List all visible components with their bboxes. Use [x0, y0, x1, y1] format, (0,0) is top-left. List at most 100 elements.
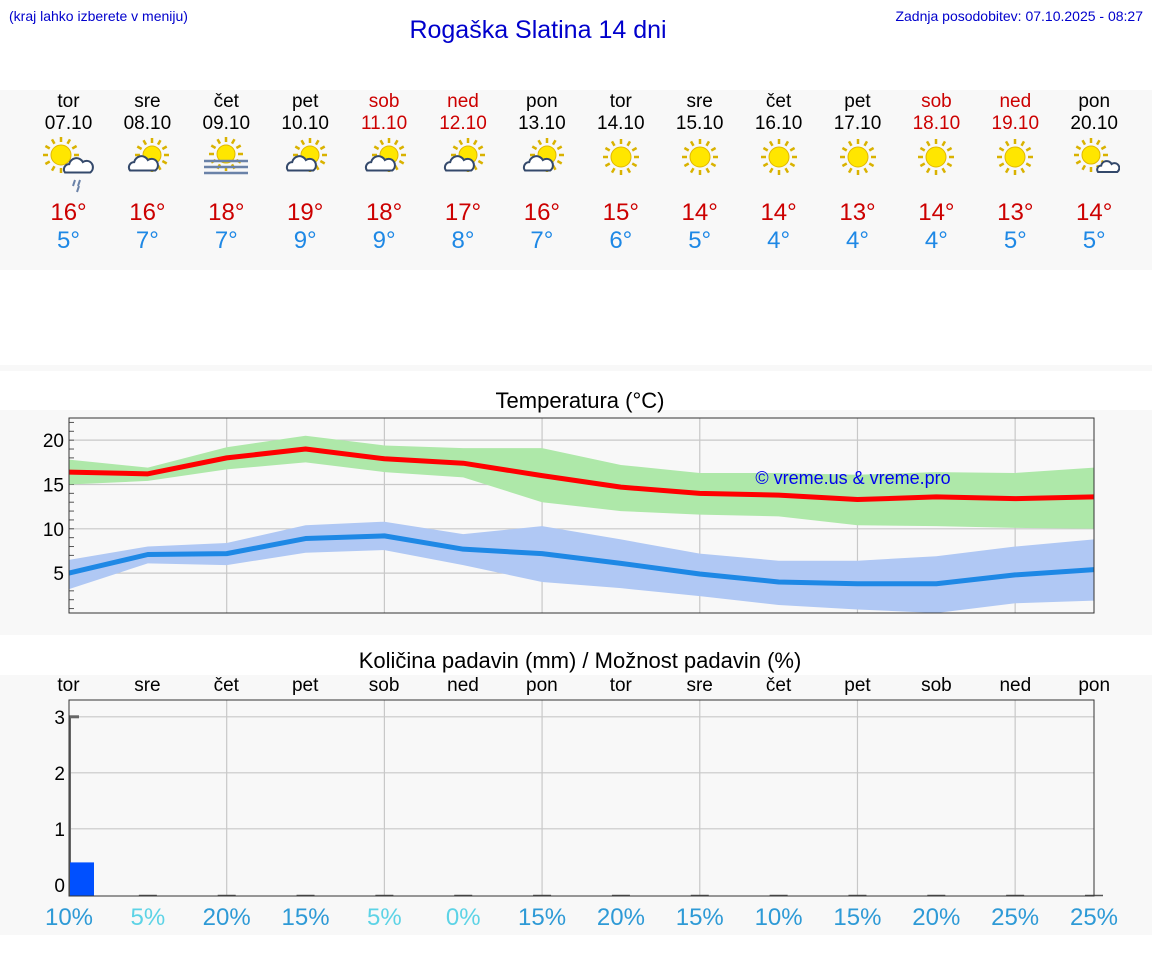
- min-temperature: 4°: [924, 227, 948, 254]
- sun-cloud-icon: [443, 138, 485, 172]
- day-date: 08.10: [123, 113, 172, 134]
- min-temperature: 9°: [293, 227, 317, 254]
- precipitation-day-label: pon: [1078, 675, 1111, 696]
- day-name: pet: [291, 91, 319, 112]
- min-temperature: 7°: [530, 227, 554, 254]
- precipitation-probability: 0%: [445, 904, 481, 931]
- precipitation-day-label: čet: [765, 675, 792, 696]
- precipitation-probability: 25%: [991, 904, 1040, 931]
- y-tick-label: 0: [54, 876, 65, 897]
- precipitation-day-label: ned: [999, 675, 1032, 696]
- sun-icon: [760, 139, 797, 175]
- day-date: 13.10: [518, 113, 566, 134]
- day-name: sob: [368, 91, 400, 112]
- precipitation-probability: 20%: [596, 904, 645, 931]
- day-date: 12.10: [439, 113, 487, 134]
- sun-icon: [681, 139, 718, 175]
- precipitation-probability: 5%: [130, 904, 166, 931]
- sun-cloud-icon: [128, 138, 170, 172]
- day-name: sob: [921, 91, 952, 112]
- sun-icon: [918, 139, 955, 175]
- precipitation-probability: 10%: [754, 904, 803, 931]
- min-temperature-line: [68, 533, 1095, 587]
- day-name: tor: [57, 91, 80, 112]
- precipitation-chart-title: Količina padavin (mm) / Možnost padavin …: [358, 648, 802, 673]
- max-temperature: 16°: [523, 199, 561, 226]
- min-temperature: 7°: [214, 227, 238, 254]
- sun-fog-icon: [204, 137, 249, 175]
- sun-icon: [839, 139, 876, 175]
- min-temperature: 8°: [451, 227, 475, 254]
- y-tick-label: 15: [43, 475, 64, 496]
- y-tick-label: 1: [54, 820, 65, 841]
- precipitation-day-label: pon: [526, 675, 558, 696]
- precipitation-day-label: ned: [447, 675, 479, 696]
- day-date: 09.10: [202, 113, 251, 134]
- y-tick-label: 20: [43, 431, 64, 452]
- sun-cloud-rain-icon: [42, 137, 94, 193]
- min-temperature: 9°: [372, 227, 396, 254]
- max-temperature: 16°: [50, 199, 87, 226]
- precipitation-day-label: čet: [213, 675, 239, 696]
- precipitation-day-label: sob: [921, 675, 952, 696]
- day-name: pon: [1078, 91, 1111, 112]
- last-updated: Zadnja posodobitev: 07.10.2025 - 08:27: [895, 8, 1143, 24]
- max-temperature: 18°: [208, 199, 245, 226]
- max-temperature: 16°: [129, 199, 166, 226]
- day-name: pet: [844, 91, 871, 112]
- day-name: sre: [686, 91, 713, 112]
- max-temperature: 15°: [602, 199, 639, 226]
- min_range-band: [69, 521, 1094, 613]
- divider: [0, 365, 1152, 371]
- day-date: 07.10: [44, 113, 93, 134]
- precipitation-day-label: sre: [686, 675, 713, 696]
- precipitation-probability: 15%: [281, 904, 330, 931]
- min-temperature: 5°: [1003, 227, 1027, 254]
- location-menu-hint: (kraj lahko izberete v meniju): [9, 8, 188, 24]
- sun-icon: [997, 139, 1034, 175]
- day-date: 18.10: [912, 113, 961, 134]
- max-temperature: 14°: [1076, 199, 1113, 226]
- min-temperature: 6°: [609, 227, 633, 254]
- max-temperature: 17°: [444, 199, 482, 226]
- precipitation-day-label: pet: [844, 675, 871, 696]
- day-date: 20.10: [1070, 113, 1118, 134]
- watermark: © vreme.us & vreme.pro: [755, 468, 950, 488]
- precipitation-plot-border: [68, 699, 1095, 897]
- y-tick-label: 5: [53, 564, 64, 585]
- max-temperature: 14°: [760, 199, 797, 226]
- precipitation-probability: 25%: [1069, 904, 1119, 931]
- max-temperature: 14°: [918, 199, 955, 226]
- day-date: 10.10: [281, 113, 329, 134]
- day-date: 14.10: [597, 113, 645, 134]
- max-temperature: 18°: [365, 199, 403, 226]
- day-name: čet: [765, 91, 792, 112]
- precipitation-day-label: tor: [609, 675, 632, 696]
- min-temperature: 7°: [135, 227, 159, 254]
- day-date: 11.10: [361, 113, 408, 134]
- day-date: 15.10: [675, 113, 724, 134]
- max-temperature: 19°: [287, 199, 324, 226]
- max-temperature: 13°: [839, 199, 876, 226]
- precipitation-plot-area: [69, 700, 1094, 896]
- max-temperature-line: [68, 446, 1095, 503]
- day-name: ned: [447, 91, 479, 112]
- precipitation-probability: 15%: [675, 904, 724, 931]
- sun-small-cloud-icon: [1074, 138, 1121, 173]
- day-date: 17.10: [833, 113, 882, 134]
- max-temperature: 13°: [997, 199, 1034, 226]
- y-tick-label: 3: [54, 708, 65, 729]
- min-temperature: 4°: [767, 227, 791, 254]
- precipitation-probability: 10%: [44, 904, 94, 931]
- precipitation-day-label: tor: [57, 675, 80, 696]
- precipitation-probability: 15%: [518, 904, 567, 931]
- day-name: tor: [609, 91, 632, 112]
- precipitation-probability: 5%: [367, 904, 402, 931]
- page-title: Rogaška Slatina 14 dni: [409, 16, 667, 44]
- day-name: ned: [999, 91, 1032, 112]
- precipitation-probability: 15%: [833, 904, 882, 931]
- sun-cloud-icon: [365, 138, 407, 172]
- min-temperature: 5°: [57, 227, 80, 254]
- max-temperature: 14°: [681, 199, 718, 226]
